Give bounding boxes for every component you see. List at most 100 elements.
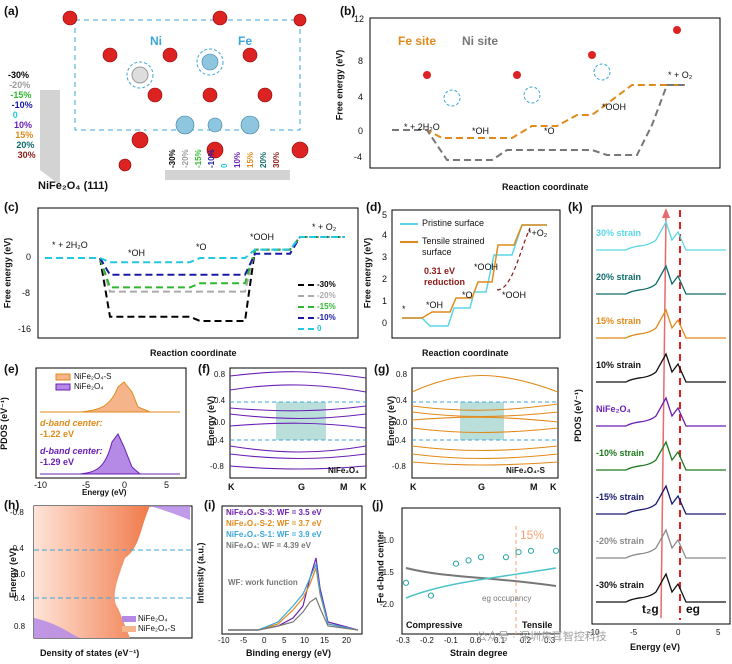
ylabel-b: Free energy (eV) (334, 49, 345, 121)
c-state-3: *OOH (250, 232, 275, 242)
strain-row-item: 0 (220, 163, 229, 168)
panel-e-plot (35, 367, 187, 479)
panel-g-label: (g) (374, 362, 390, 376)
panel-i-label: (i) (204, 498, 216, 512)
c-series-line (45, 236, 345, 276)
d-ytick-5: 5 (382, 210, 388, 220)
fe-site-legend: Fe site (398, 34, 437, 48)
panel-k: (k) PDOS (eV⁻¹) 30% strain 20% strain 15% … (566, 200, 732, 664)
c-state-2: *O (196, 242, 207, 252)
d-legend-0: Pristine surface (422, 218, 485, 228)
c-ytick-1: -8 (22, 288, 31, 298)
ylabel-d: Free energy (eV) (362, 237, 373, 309)
i-entry-1: NiFe₂O₄-S-2: WF = 3.7 eV (226, 519, 322, 528)
ni-site-legend: Ni site (462, 34, 499, 48)
b-state-3: *OOH (602, 102, 627, 112)
xlabel-c: Reaction coordinate (150, 348, 237, 358)
j-ytick-1: -1.5 (380, 568, 394, 577)
panel-g-plot (411, 367, 559, 479)
i-xtick-1: -5 (240, 636, 248, 645)
b-state-2: *O (544, 126, 555, 136)
strain-list-item: 20% (16, 140, 35, 150)
g-k3: K (550, 482, 557, 492)
j-data-point (465, 557, 472, 564)
strain-list-item: -30% (8, 70, 30, 80)
i-entry-3: NiFe₂O₄: WF = 4.39 eV (226, 541, 311, 550)
k-trace (596, 396, 726, 427)
b-state-4: * + O₂ (668, 70, 693, 80)
c-ytick-0: 0 (26, 252, 32, 262)
d-state-5: *+O₂ (528, 228, 548, 238)
g-k2: M (530, 482, 538, 492)
panel-e-label: (e) (4, 362, 19, 376)
ylabel-k: PDOS (eV⁻¹) (572, 389, 583, 442)
f-ytick-4: -0.8 (210, 462, 224, 471)
crystal-structure (40, 10, 309, 185)
j-data-point (452, 560, 460, 567)
g-ytick-4: -0.8 (392, 462, 406, 471)
panel-a: (a) Ni Fe NiFe₂O₄ (111) -30% -20% -15% -10%… (0, 0, 330, 200)
k-t2g: t₂g (642, 602, 659, 616)
xlabel-h: Density of states (eV⁻¹) (40, 648, 140, 658)
watermark: 公众号 · 深圳焦耳智控科技 (476, 631, 607, 643)
panel-b: (b) Free energy (eV) Fe site Ni site * +… (332, 0, 732, 200)
d-ytick-0: 0 (382, 318, 388, 328)
panel-a-title: NiFe₂O₄ (111) (38, 180, 109, 192)
f-ytick-1: 0.4 (214, 396, 226, 405)
panel-c-plot (37, 207, 359, 339)
c-legend-item: -30% (298, 280, 336, 289)
i-xtick-0: -10 (218, 636, 230, 645)
j-xtick-4: 0.1 (494, 636, 506, 645)
d-ytick-2: 2 (382, 274, 388, 284)
ylabel-e: PDOS (eV⁻¹) (0, 397, 9, 450)
d-state-4: *OOH (502, 290, 527, 300)
e-dband2-val: -1.29 eV (40, 457, 75, 467)
i-xtick-4: 10 (300, 636, 309, 645)
j-data-point (552, 547, 560, 554)
i-entry-2: NiFe₂O₄-S-1: WF = 3.9 eV (226, 530, 322, 539)
b-ytick-0: -4 (354, 152, 363, 162)
g-k0: K (410, 482, 417, 492)
k-trace-label: 30% strain (596, 228, 642, 238)
f-ytick-2: 0.0 (214, 418, 226, 427)
panel-k-plot (591, 205, 731, 625)
j-xtick-5: 0.2 (520, 636, 532, 645)
panel-g: (g) Energy (eV) 0.8 0.4 0.0 -0.4 -0.8 Ni… (370, 362, 562, 494)
k-trace (596, 440, 726, 471)
i-note: WF: work function (228, 578, 298, 587)
strain-list-item: -20% (9, 80, 31, 90)
xlabel-j: Strain degree (450, 648, 508, 658)
i-xtick-6: 20 (342, 636, 351, 645)
j-data-point (477, 554, 485, 561)
k-trace-label: -20% strain (596, 536, 645, 546)
k-xtick-3: 5 (716, 628, 721, 637)
f-k3: K (360, 482, 367, 492)
c-state-0: * + 2H₂O (52, 240, 88, 250)
e-dband1: d-band center: (40, 418, 103, 428)
j-data-point (402, 579, 410, 586)
k-trace-label: -15% strain (596, 492, 645, 502)
i-xtick-2: 0 (262, 636, 267, 645)
j-xtick-2: -0.1 (444, 636, 458, 645)
fe-label: Fe (238, 34, 253, 48)
e-legend-0: NiFe₂O₄-S (74, 372, 112, 381)
panel-c: (c) Free energy (eV) * + 2H₂O *OH *O *OO… (0, 200, 360, 360)
h-ytick-3: 0.4 (14, 594, 26, 603)
k-eg: eg (686, 602, 701, 616)
b-ytick-3: 8 (358, 56, 364, 66)
strain-list-item: -10% (11, 100, 33, 110)
g-ytick-1: 0.4 (396, 396, 408, 405)
c-ytick-2: -16 (18, 324, 32, 334)
e-xtick-3: 5 (164, 480, 170, 490)
k-trace-label: NiFe₂O₄ (596, 404, 631, 414)
strain-row-item: -30% (168, 149, 177, 168)
j-xtick-6: 0.3 (544, 636, 556, 645)
panel-j: (j) Fe d-band center 15% eg occupancy Co… (366, 498, 564, 664)
panel-j-plot (401, 507, 561, 635)
i-xtick-3: 5 (282, 636, 287, 645)
j-data-point (515, 548, 522, 556)
d-state-0: * (402, 304, 406, 314)
k-trace-label: 10% strain (596, 360, 642, 370)
h-legend-0: NiFe₂O₄ (138, 614, 168, 623)
k-trace (596, 484, 726, 515)
